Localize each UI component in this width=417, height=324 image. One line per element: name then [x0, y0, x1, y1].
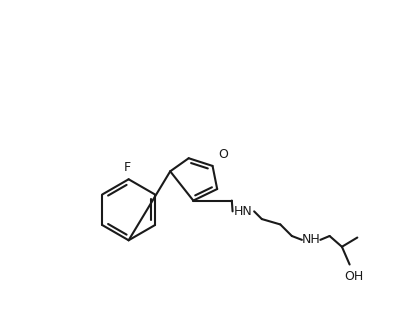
Text: HN: HN: [234, 205, 253, 218]
Text: OH: OH: [344, 270, 364, 283]
Text: O: O: [219, 148, 229, 161]
Text: NH: NH: [302, 233, 321, 246]
Text: F: F: [123, 161, 131, 174]
